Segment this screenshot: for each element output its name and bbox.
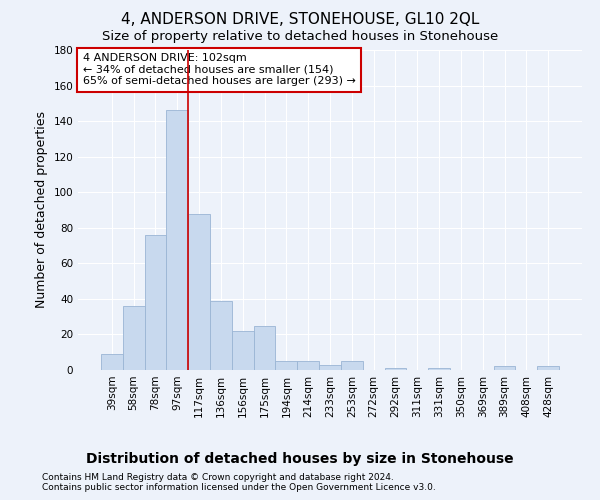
Y-axis label: Number of detached properties: Number of detached properties	[35, 112, 48, 308]
Bar	[428, 368, 450, 370]
Bar	[275, 361, 297, 370]
Bar	[101, 354, 123, 370]
Text: Size of property relative to detached houses in Stonehouse: Size of property relative to detached ho…	[102, 30, 498, 43]
Text: 4 ANDERSON DRIVE: 102sqm
← 34% of detached houses are smaller (154)
65% of semi-: 4 ANDERSON DRIVE: 102sqm ← 34% of detach…	[83, 53, 356, 86]
Bar	[494, 366, 515, 370]
Bar	[145, 235, 166, 370]
Bar	[232, 331, 254, 370]
Bar	[537, 366, 559, 370]
Bar	[210, 300, 232, 370]
Bar	[297, 361, 319, 370]
Text: Distribution of detached houses by size in Stonehouse: Distribution of detached houses by size …	[86, 452, 514, 466]
Bar	[123, 306, 145, 370]
Bar	[341, 361, 363, 370]
Bar	[188, 214, 210, 370]
Bar	[385, 368, 406, 370]
Text: Contains public sector information licensed under the Open Government Licence v3: Contains public sector information licen…	[42, 484, 436, 492]
Text: 4, ANDERSON DRIVE, STONEHOUSE, GL10 2QL: 4, ANDERSON DRIVE, STONEHOUSE, GL10 2QL	[121, 12, 479, 28]
Bar	[254, 326, 275, 370]
Text: Contains HM Land Registry data © Crown copyright and database right 2024.: Contains HM Land Registry data © Crown c…	[42, 472, 394, 482]
Bar	[166, 110, 188, 370]
Bar	[319, 364, 341, 370]
